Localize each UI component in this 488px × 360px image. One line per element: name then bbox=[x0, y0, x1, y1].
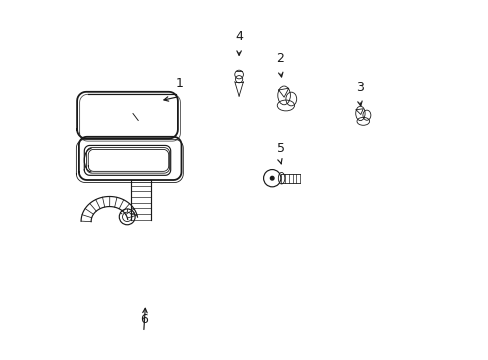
Text: 5: 5 bbox=[276, 142, 284, 155]
Circle shape bbox=[270, 176, 273, 180]
Text: 4: 4 bbox=[235, 30, 243, 43]
Text: 6: 6 bbox=[140, 313, 147, 326]
Text: 2: 2 bbox=[276, 52, 284, 65]
Text: 1: 1 bbox=[175, 77, 183, 90]
Text: 3: 3 bbox=[355, 81, 363, 94]
